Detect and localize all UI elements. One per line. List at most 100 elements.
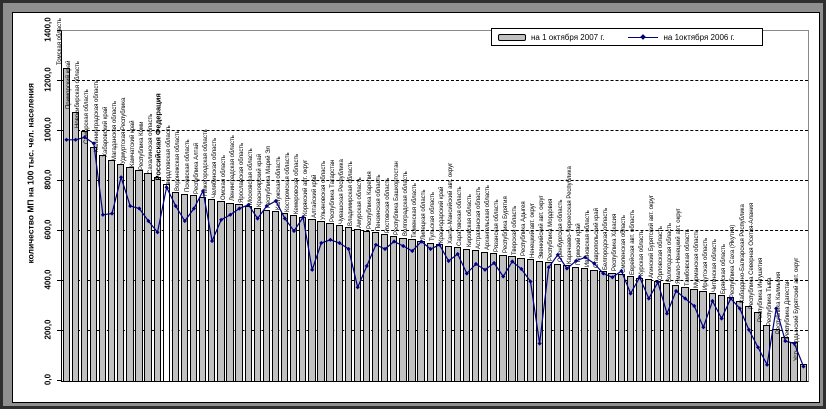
category-label: Калужская область bbox=[275, 156, 282, 210]
bar bbox=[690, 288, 698, 381]
bar bbox=[517, 257, 525, 381]
category-label: Вологодская область bbox=[666, 222, 673, 282]
bar bbox=[171, 192, 180, 381]
bar bbox=[544, 262, 553, 381]
category-label: Усть-Ордынский Бурятский авт. округ bbox=[794, 257, 801, 361]
category-label: Самарская область bbox=[84, 89, 91, 145]
category-label: Воронежская область bbox=[175, 129, 182, 191]
chart-surface: количество МП на 100 тыс. чел. населения… bbox=[12, 12, 820, 403]
category-label: Псковская область bbox=[184, 139, 191, 192]
bar bbox=[417, 241, 425, 381]
category-label: Пензенская область bbox=[375, 174, 382, 231]
category-label: Костромская область bbox=[284, 152, 291, 212]
y-tick-mark bbox=[57, 130, 62, 131]
bar bbox=[399, 237, 407, 381]
bar bbox=[226, 202, 234, 381]
category-label: Красноярский край bbox=[257, 153, 264, 207]
bar bbox=[526, 259, 534, 381]
y-tick-mark bbox=[57, 330, 62, 331]
category-label: Ивановская область bbox=[584, 209, 591, 267]
category-label: Кемеровская область bbox=[293, 153, 300, 214]
category-label: Ленинградская область bbox=[230, 135, 237, 202]
category-label: Республика Адыгея bbox=[521, 201, 528, 256]
y-tick-mark bbox=[57, 280, 62, 281]
category-label: Пермский край bbox=[575, 223, 582, 265]
category-label: Архангельская область bbox=[484, 185, 491, 250]
bar bbox=[308, 218, 316, 381]
category-label: Республика Коми bbox=[139, 121, 146, 170]
bar bbox=[326, 222, 334, 381]
y-tick-mark bbox=[57, 380, 62, 381]
category-label: Удмуртская Республика bbox=[120, 97, 127, 164]
bar bbox=[271, 211, 280, 381]
category-label: Саратовская область bbox=[457, 185, 464, 246]
category-label: Камчатский край bbox=[129, 120, 136, 167]
category-label: Республика Хакасия bbox=[612, 213, 619, 271]
category-label: Новосибирская область bbox=[75, 61, 82, 128]
bar bbox=[71, 112, 79, 381]
category-label: Корякский авт. округ bbox=[302, 159, 309, 216]
category-label: Белгородская область bbox=[603, 207, 610, 270]
y-tick-mark bbox=[57, 80, 62, 81]
y-tick-label: 0,0 bbox=[43, 373, 53, 386]
bar bbox=[290, 214, 298, 381]
category-label: Агинский Бурятский авт. округ bbox=[648, 194, 655, 278]
category-label: Тамбовская область bbox=[684, 228, 691, 286]
bar bbox=[435, 244, 443, 381]
bar bbox=[371, 232, 380, 381]
bar bbox=[426, 242, 434, 381]
y-tick-label: 1000,0 bbox=[43, 117, 53, 142]
bar bbox=[608, 272, 616, 381]
category-label: Республика Калмыкия bbox=[775, 272, 782, 335]
y-tick-label: 1400,0 bbox=[43, 17, 53, 42]
bar bbox=[344, 226, 352, 381]
bar bbox=[553, 263, 562, 381]
legend-label-2006: на 1октября 2006 г. bbox=[663, 32, 735, 42]
bar bbox=[89, 147, 98, 381]
category-label: Читинская область bbox=[712, 238, 719, 292]
category-label: Республика Бурятия bbox=[502, 196, 509, 253]
bar bbox=[672, 284, 680, 381]
category-label: Омская область bbox=[220, 154, 227, 200]
category-label: Свердловская область bbox=[166, 125, 173, 189]
legend-bar-swatch-icon bbox=[498, 33, 526, 41]
y-tick-label: 800,0 bbox=[43, 169, 53, 190]
y-tick-label: 400,0 bbox=[43, 269, 53, 290]
bar bbox=[381, 234, 389, 381]
bar bbox=[453, 247, 462, 381]
y-tick-mark bbox=[57, 30, 62, 31]
category-label: Республика Карелия bbox=[366, 171, 373, 230]
bar-russian-federation bbox=[162, 183, 170, 381]
category-label: Орловская область bbox=[657, 225, 664, 280]
category-label: Республика Ингушетия bbox=[757, 257, 764, 322]
bar bbox=[262, 209, 271, 381]
bar bbox=[617, 274, 625, 381]
category-label: Республика Северная Осетия-Алания bbox=[748, 203, 755, 310]
category-label: Республика Дагестан bbox=[785, 279, 791, 339]
category-label: Ханты-Мансийский авт. округ bbox=[448, 162, 455, 244]
bar bbox=[644, 279, 653, 381]
gridline bbox=[62, 80, 808, 81]
category-label: Волгоградская область bbox=[402, 171, 409, 237]
bar bbox=[681, 286, 689, 381]
y-tick-mark bbox=[57, 230, 62, 231]
plot-area: Томская область Приморский край Новосибирс… bbox=[57, 18, 809, 382]
y-tick-label: 200,0 bbox=[43, 319, 53, 340]
bar bbox=[581, 268, 589, 381]
bar bbox=[717, 294, 725, 381]
bar bbox=[572, 266, 580, 381]
bar bbox=[353, 228, 362, 381]
y-tick-label: 600,0 bbox=[43, 219, 53, 240]
bar bbox=[653, 281, 662, 381]
chart-legend: на 1 октября 2007 г. на 1октября 2006 г. bbox=[491, 28, 763, 46]
bar bbox=[754, 312, 762, 381]
bar bbox=[135, 170, 143, 381]
bar bbox=[235, 204, 243, 381]
bar bbox=[390, 235, 398, 381]
bar bbox=[253, 207, 261, 381]
category-label: Астраханская область bbox=[475, 186, 482, 249]
bar bbox=[599, 271, 607, 381]
bar bbox=[117, 164, 125, 381]
bar bbox=[744, 306, 753, 381]
